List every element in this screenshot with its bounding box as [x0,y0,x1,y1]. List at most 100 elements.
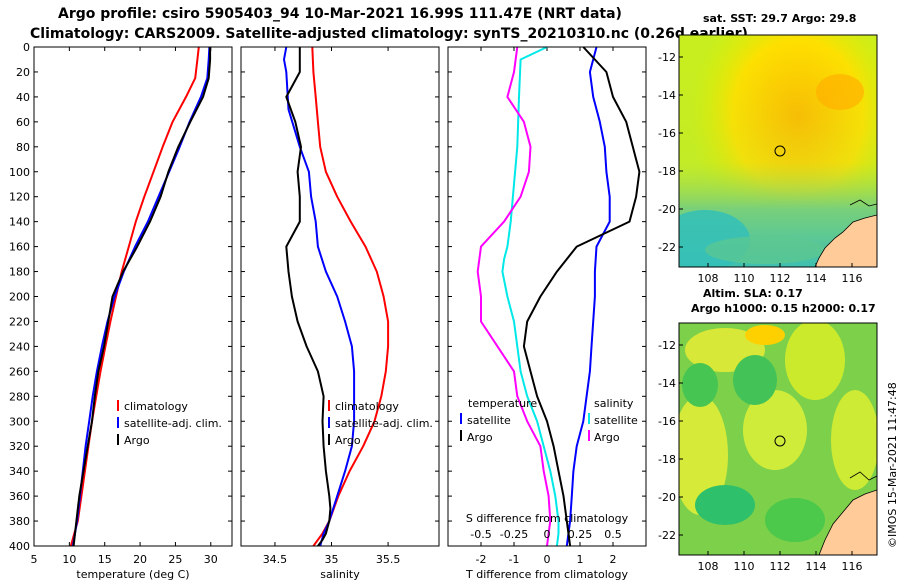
top-tick-label: -0.25 [500,528,528,541]
sst-float-marker [774,145,786,157]
sst-map: 108 110 112 114 116 -12 -14 -16 -18 -20 -22 [658,34,878,285]
series-s-diff-satellite [565,46,611,547]
series-climatology [311,46,390,547]
x-axis-label: temperature (deg C) [76,568,189,580]
plot-frame [240,46,440,547]
chart-difference: -2 -1 0 1 2 T difference from climatology temp… [447,46,647,580]
ytick-label: 220 [9,315,30,328]
xtick-label: 5 [31,553,38,566]
ytick-label: 0 [23,41,30,54]
ytick-label: 400 [9,540,30,553]
chart-temperature: 0 20 40 60 80 100 120 140 160 180 200 220 240 260 280 3… [9,41,233,580]
sst-land [814,214,877,267]
map-lon-label: 110 [734,272,755,285]
ytick-label: 280 [9,390,30,403]
imos-stamp: ©IMOS 15-Mar-2021 11:47:48 [886,382,899,548]
map-lon-label: 112 [770,272,791,285]
series-satellite-adj-clim- [283,46,356,547]
xtick-label: 10 [62,553,76,566]
top-tick-label: -0.5 [470,528,491,541]
map-lon-label: 108 [698,272,719,285]
ytick-label: 100 [9,166,30,179]
ytick-label: 40 [16,91,30,104]
series-s-diff-argo [522,46,641,547]
sla-map-label: Altim. SLA: 0.17 [703,287,803,300]
map-lon-label: 114 [806,272,827,285]
map-lat-label: -12 [658,51,676,64]
ytick-label: 140 [9,216,30,229]
ytick-label: 20 [16,66,30,79]
map-lat-label: -14 [658,89,676,102]
top-axis-label: S difference from climatology [466,512,629,525]
ytick-label: 200 [9,291,30,304]
ytick-label: 380 [9,515,30,528]
ytick-label: 360 [9,490,30,503]
ytick-label: 340 [9,465,30,478]
xtick-label: 15 [98,553,112,566]
series-argo [285,47,332,547]
ytick-label: 60 [16,116,30,129]
sla-land [818,489,877,555]
legend-label: Argo [335,434,361,447]
map-lat-label: -20 [658,203,676,216]
xtick-label: 34.5 [263,553,288,566]
xtick-label: 2 [610,553,617,566]
map-lat-label: -16 [658,415,676,428]
map-lat-label: -22 [658,529,676,542]
series-t-diff-satellite [501,46,560,547]
xtick-label: 20 [133,553,147,566]
ytick-label: 80 [16,141,30,154]
map-lat-label: -16 [658,127,676,140]
series-satellite-adj-clim- [71,46,211,547]
map-lat-label: -12 [658,339,676,352]
chart-salinity: 34.5 35 35.5 salinity climatology satellite-a… [240,46,440,580]
ytick-label: 180 [9,266,30,279]
xtick-label: -1 [509,553,520,566]
series-argo [72,47,212,547]
map-lon-label: 114 [806,560,827,573]
ytick-label: 260 [9,365,30,378]
map-lat-label: -22 [658,241,676,254]
xtick-label: 30 [204,553,218,566]
legend-label: Argo [124,434,150,447]
ytick-label: 160 [9,241,30,254]
legend-label: satellite-adj. clim. [335,417,433,430]
legend-label: Argo [594,431,620,444]
xtick-label: 25 [168,553,182,566]
ytick-label: 300 [9,415,30,428]
map-lon-label: 116 [842,560,863,573]
x-axis-label: salinity [320,568,360,580]
series-climatology [69,46,200,547]
map-lon-label: 110 [734,560,755,573]
top-tick-label: 0.5 [604,528,622,541]
legend-label: Argo [467,431,493,444]
top-tick-label: 0.25 [568,528,593,541]
xtick-label: -2 [476,553,487,566]
map-lat-label: -18 [658,165,676,178]
legend-label: satellite [467,414,511,427]
legend-label: temperature [468,397,537,410]
legend-label: satellite [594,414,638,427]
plot-frame [33,46,233,547]
ytick-label: 120 [9,191,30,204]
ytick-label: 320 [9,440,30,453]
xtick-label: 35 [325,553,339,566]
map-lat-label: -20 [658,491,676,504]
sst-map-label: sat. SST: 29.7 Argo: 29.8 [703,12,857,25]
map-lat-label: -14 [658,377,676,390]
profile-charts: 0204060801001201401601802002202402602803… [9,41,647,580]
ytick-label: 240 [9,340,30,353]
sla-map: 108 110 112 114 116 -12 -14 -16 -18 -20 -22 [658,322,878,573]
legend-label: salinity [594,397,634,410]
map-lon-label: 108 [698,560,719,573]
legend-label: climatology [124,400,188,413]
legend-label: climatology [335,400,399,413]
map-lon-label: 112 [770,560,791,573]
sla-float-marker [774,435,786,447]
top-tick-label: 0 [544,528,551,541]
x-axis-label: T difference from climatology [465,568,628,580]
xtick-label: 35.5 [376,553,401,566]
legend-label: satellite-adj. clim. [124,417,222,430]
xtick-label: 0 [544,553,551,566]
height-map-label: Argo h1000: 0.15 h2000: 0.17 [691,302,876,315]
